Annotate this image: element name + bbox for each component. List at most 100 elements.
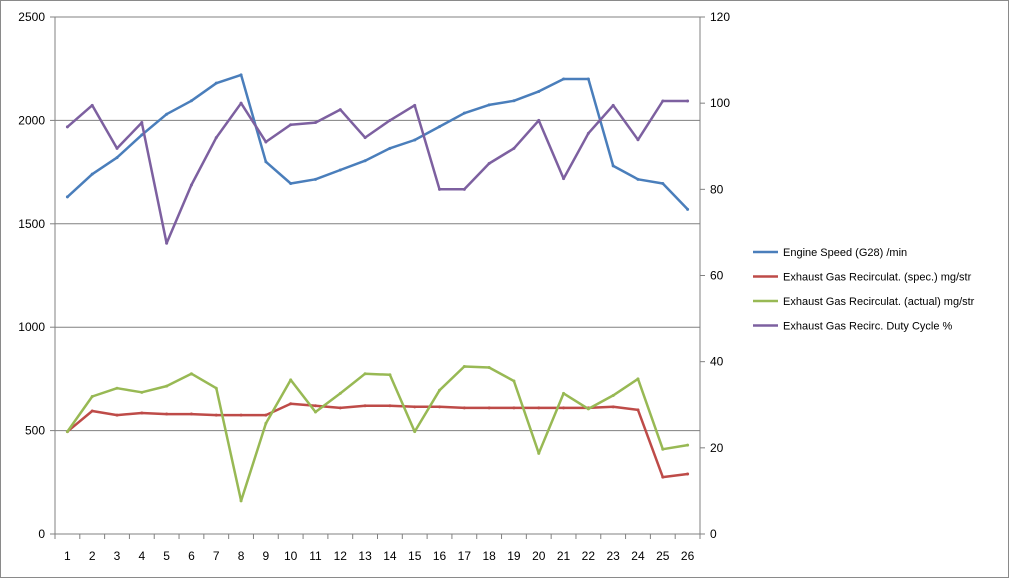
x-tick-label: 8 (238, 549, 245, 563)
data-point (611, 393, 615, 397)
data-point (537, 451, 541, 455)
data-point (487, 103, 491, 107)
x-tick-label: 25 (656, 549, 670, 563)
data-point (512, 406, 516, 410)
data-point (562, 177, 566, 181)
data-point (636, 138, 640, 142)
data-point (636, 377, 640, 381)
x-tick-label: 6 (188, 549, 195, 563)
data-point (313, 121, 317, 125)
data-point (562, 391, 566, 395)
data-point (90, 409, 94, 413)
data-point (140, 390, 144, 394)
data-point (487, 366, 491, 370)
data-point (140, 133, 144, 137)
data-point (165, 241, 169, 245)
data-point (264, 413, 268, 417)
data-point (661, 181, 665, 185)
x-tick-label: 1 (64, 549, 71, 563)
data-point (65, 125, 69, 129)
data-point (90, 103, 94, 107)
data-point (537, 118, 541, 122)
data-point (289, 123, 293, 127)
x-tick-label: 5 (163, 549, 170, 563)
data-point (413, 430, 417, 434)
data-point (562, 77, 566, 81)
data-point (313, 410, 317, 414)
data-point (90, 172, 94, 176)
data-point (413, 103, 417, 107)
data-point (363, 136, 367, 140)
data-point (264, 421, 268, 425)
series-lines (65, 73, 690, 503)
right-tick-label: 20 (710, 441, 724, 455)
data-point (686, 99, 690, 103)
data-point (338, 108, 342, 112)
data-point (90, 394, 94, 398)
data-point (165, 112, 169, 116)
data-point (462, 406, 466, 410)
data-point (462, 111, 466, 115)
x-tick-label: 21 (557, 549, 571, 563)
data-point (313, 177, 317, 181)
data-point (586, 77, 590, 81)
x-tick-label: 24 (631, 549, 645, 563)
data-point (636, 408, 640, 412)
x-tick-label: 7 (213, 549, 220, 563)
right-tick-label: 60 (710, 269, 724, 283)
data-point (289, 378, 293, 382)
data-point (363, 372, 367, 376)
data-point (388, 404, 392, 408)
data-point (562, 406, 566, 410)
x-tick-label: 11 (309, 549, 322, 563)
data-point (115, 146, 119, 150)
data-point (264, 160, 268, 164)
data-point (512, 99, 516, 103)
data-point (512, 379, 516, 383)
data-point (289, 402, 293, 406)
data-point (165, 384, 169, 388)
data-point (586, 131, 590, 135)
data-point (438, 187, 442, 191)
data-point (388, 118, 392, 122)
x-tick-label: 16 (433, 549, 447, 563)
data-point (338, 168, 342, 172)
data-point (686, 472, 690, 476)
right-tick-label: 0 (710, 527, 717, 541)
data-point (239, 73, 243, 77)
data-point (289, 181, 293, 185)
data-point (214, 413, 218, 417)
data-point (661, 475, 665, 479)
left-tick-label: 2000 (18, 113, 45, 127)
data-point (239, 499, 243, 503)
data-point (438, 405, 442, 409)
data-point (189, 183, 193, 187)
data-point (189, 372, 193, 376)
x-tick-label: 2 (89, 549, 96, 563)
data-point (189, 412, 193, 416)
data-point (611, 103, 615, 107)
right-tick-label: 80 (710, 182, 724, 196)
data-point (636, 177, 640, 181)
data-point (239, 101, 243, 105)
left-tick-label: 0 (38, 527, 45, 541)
data-point (363, 159, 367, 163)
x-tick-label: 4 (138, 549, 145, 563)
series-line-3 (66, 365, 689, 503)
right-tick-label: 100 (710, 96, 730, 110)
legend-entry-label: Exhaust Gas Recirculat. (actual) mg/str (783, 296, 975, 308)
left-tick-label: 1000 (18, 320, 45, 334)
data-point (264, 140, 268, 144)
right-tick-label: 40 (710, 355, 724, 369)
data-point (140, 411, 144, 415)
data-point (462, 187, 466, 191)
x-tick-label: 3 (114, 549, 121, 563)
x-tick-label: 9 (263, 549, 270, 563)
data-point (313, 404, 317, 408)
left-tick-label: 1500 (18, 217, 45, 231)
left-tick-label: 2500 (18, 10, 45, 24)
data-point (438, 125, 442, 129)
